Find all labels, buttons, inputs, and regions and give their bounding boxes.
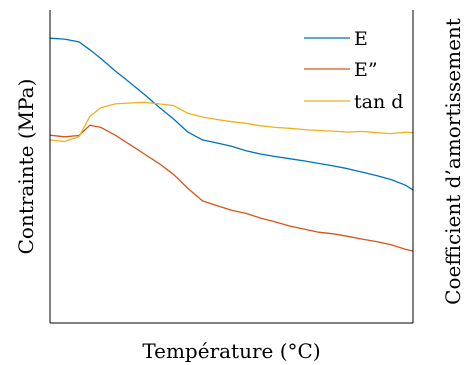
legend: E E” tan d [304, 28, 403, 113]
legend-label-e-double-prime: E” [354, 59, 378, 81]
x-axis-label: Température (°C) [142, 339, 320, 363]
legend-label-e: E [354, 28, 368, 50]
y2-axis-label: Coefficient d’amortissement [441, 18, 465, 305]
series-layer [49, 37, 414, 252]
series-line-1 [49, 124, 414, 252]
y-axis-label: Contrainte (MPa) [14, 79, 38, 255]
legend-label-tan-d: tan d [354, 91, 403, 113]
series-line-2 [49, 101, 414, 143]
series-line-0 [49, 37, 414, 191]
